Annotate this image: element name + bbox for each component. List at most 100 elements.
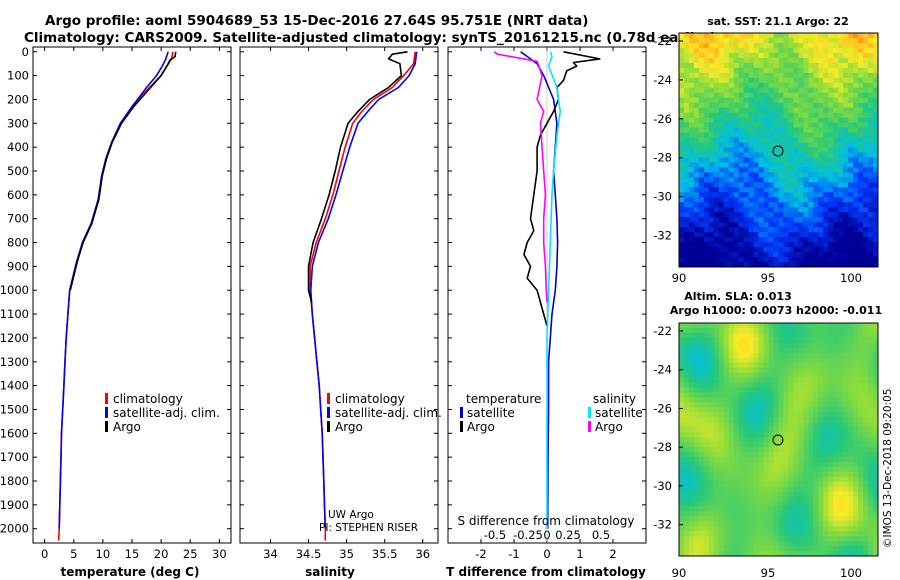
map-cell [708, 347, 715, 354]
map-cell [783, 392, 789, 398]
map-cell [863, 97, 869, 104]
map-cell [823, 257, 829, 263]
map-cell [743, 57, 750, 64]
map-cell [768, 506, 774, 512]
map-cell [773, 531, 779, 537]
map-cell [863, 471, 869, 478]
map-cell [833, 486, 839, 492]
map-cell [858, 222, 864, 228]
map-cell [838, 77, 844, 84]
map-cell [818, 422, 824, 428]
map-cell [793, 377, 799, 383]
map-cell [858, 357, 864, 364]
map-cell [743, 387, 750, 393]
map-cell [848, 212, 854, 218]
map-cell [768, 177, 774, 183]
map-cell [768, 362, 774, 369]
map-cell [823, 207, 829, 213]
map-cell [748, 142, 755, 148]
map-cell [738, 402, 745, 408]
map-cell [733, 496, 740, 502]
map-cell [723, 137, 730, 143]
map-cell [753, 102, 760, 109]
map-cell [818, 372, 824, 378]
map-cell [838, 387, 844, 393]
map-cell [843, 456, 849, 463]
map-cell [703, 446, 710, 453]
map-cell [868, 437, 874, 443]
map-cell [818, 132, 824, 138]
map-cell [693, 337, 700, 344]
map-cell [808, 362, 814, 369]
map-cell [843, 357, 849, 364]
map-cell [763, 367, 769, 373]
map-cell [818, 67, 824, 74]
map-cell [733, 47, 740, 54]
map-cell [788, 511, 794, 517]
map-cell [768, 342, 774, 349]
map-cell [858, 112, 864, 119]
map-cell [753, 496, 760, 502]
map-cell [828, 521, 834, 527]
map-cell [873, 437, 879, 443]
map-cell [853, 62, 859, 69]
map-cell [863, 152, 869, 158]
map-cell [868, 323, 874, 329]
map-cell [683, 237, 690, 243]
map-cell [683, 432, 690, 438]
map-cell [798, 52, 804, 59]
map-cell [679, 172, 685, 178]
map-cell [778, 551, 784, 557]
map-cell [828, 197, 834, 203]
map-cell [828, 392, 834, 398]
map-cell [708, 521, 715, 527]
map-cell [693, 417, 700, 423]
map-cell [713, 437, 720, 443]
map-cell [713, 357, 720, 364]
map-cell [873, 397, 879, 403]
map-cell [683, 372, 690, 378]
map-cell [688, 102, 695, 109]
map-cell [693, 52, 700, 59]
map-cell [733, 432, 740, 438]
map-cell [848, 521, 854, 527]
map-cell [688, 352, 695, 359]
map-cell [813, 471, 819, 478]
map-cell [868, 207, 874, 213]
map-cell [863, 47, 869, 54]
map-cell [693, 551, 700, 557]
map-cell [793, 247, 799, 253]
map-cell [793, 212, 799, 218]
map-cell [848, 162, 854, 168]
map-cell [848, 367, 854, 373]
map-cell [748, 392, 755, 398]
map-cell [808, 212, 814, 218]
map-cell [743, 112, 750, 119]
map-cell [823, 437, 829, 443]
map-cell [713, 42, 720, 49]
map-cell [723, 437, 730, 443]
map-cell [708, 127, 715, 133]
map-cell [843, 347, 849, 354]
map-cell [683, 536, 690, 542]
map-cell [828, 491, 834, 497]
map-cell [848, 342, 854, 349]
map-cell [738, 491, 745, 497]
map-cell [843, 481, 849, 487]
map-cell [838, 197, 844, 203]
map-cell [693, 422, 700, 428]
x-tick-label: 2 [609, 547, 616, 561]
map-cell [738, 461, 745, 468]
map-cell [728, 476, 735, 483]
map-cell [688, 476, 695, 483]
map-lat-tick-label: -22 [653, 34, 672, 48]
map-cell [853, 197, 859, 203]
map-cell [783, 536, 789, 542]
map-cell [778, 367, 784, 373]
map-cell [693, 47, 700, 54]
map-cell [788, 47, 794, 54]
map-cell [708, 387, 715, 393]
map-cell [853, 342, 859, 349]
map-cell [688, 506, 695, 512]
map-cell [763, 347, 769, 354]
